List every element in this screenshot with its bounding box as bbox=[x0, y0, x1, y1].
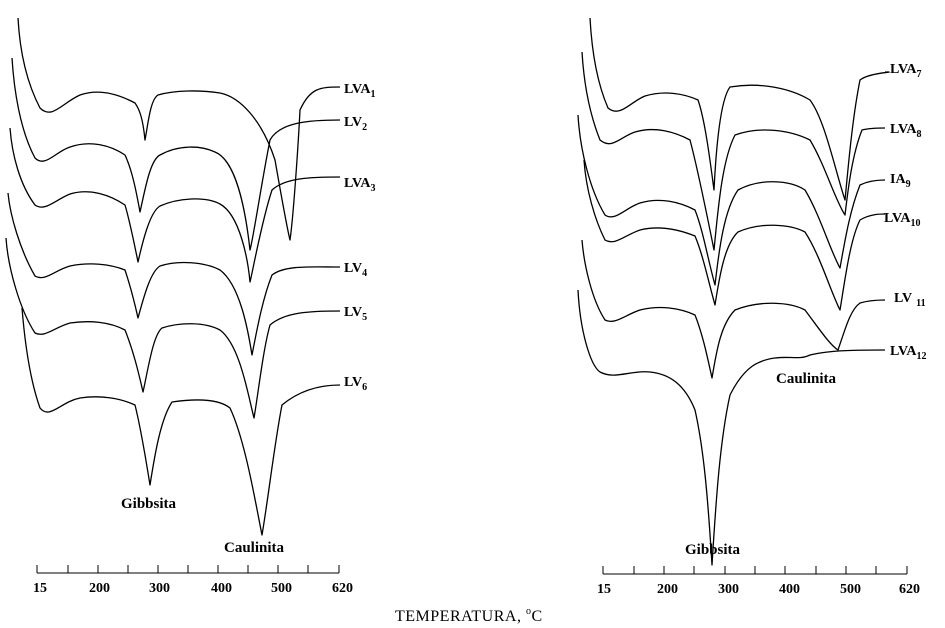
left-thermogram-panel: LVA1 LV2 LVA3 LV4 LV5 LV6 Gibbsita Cauli… bbox=[5, 17, 375, 596]
curve-label-lv6: LV6 bbox=[344, 375, 367, 393]
curve-label-lva8: LVA8 bbox=[890, 122, 921, 140]
curve-lva7 bbox=[589, 17, 890, 201]
left-tick-label-400: 400 bbox=[211, 581, 232, 596]
curve-label-ia9: IA9 bbox=[890, 172, 911, 190]
curve-label-lv5: LV5 bbox=[344, 305, 367, 323]
curve-label-lv4: LV4 bbox=[344, 261, 367, 279]
left-tick-label-500: 500 bbox=[271, 581, 292, 596]
right-tick-label-400: 400 bbox=[779, 582, 800, 597]
left-tick-label-200: 200 bbox=[89, 581, 110, 596]
right-tick-label-620: 620 bbox=[899, 582, 920, 597]
curve-label-lv2: LV2 bbox=[344, 115, 367, 133]
curve-lv4 bbox=[7, 192, 341, 356]
curve-label-lv11: LV 11 bbox=[894, 291, 926, 309]
curve-lv5 bbox=[5, 237, 341, 419]
right-tick-label-500: 500 bbox=[840, 582, 861, 597]
right-tick-label-200: 200 bbox=[657, 582, 678, 597]
right-caulinita-label: Caulinita bbox=[776, 371, 837, 387]
curve-lva3 bbox=[9, 127, 341, 283]
left-tick-label-620: 620 bbox=[332, 581, 353, 596]
curve-lva8 bbox=[581, 51, 886, 251]
curve-lva10 bbox=[583, 159, 886, 311]
curve-label-lva12: LVA12 bbox=[890, 344, 926, 362]
curve-lva1 bbox=[17, 17, 341, 241]
curve-label-lva1: LVA1 bbox=[344, 82, 375, 100]
right-gibbsite-label: Gibbsita bbox=[685, 542, 741, 558]
left-caulinita-label: Caulinita bbox=[224, 540, 285, 556]
curve-lv2 bbox=[11, 57, 341, 251]
curve-label-lva10: LVA10 bbox=[884, 211, 920, 229]
left-tick-label-300: 300 bbox=[149, 581, 170, 596]
curve-lv11 bbox=[581, 239, 886, 379]
right-thermogram-panel: LVA7 LVA8 IA9 LVA10 LV 11 LVA12 Gibbsita … bbox=[577, 17, 926, 597]
x-axis-title: TEMPERATURA, oC bbox=[395, 606, 543, 625]
curve-label-lva3: LVA3 bbox=[344, 176, 375, 194]
right-x-axis: 15 200 300 400 500 620 bbox=[597, 566, 920, 597]
curve-lv6 bbox=[21, 307, 341, 536]
left-tick-label-15: 15 bbox=[33, 581, 47, 596]
curve-lva12 bbox=[577, 289, 886, 566]
curve-label-lva7: LVA7 bbox=[890, 62, 921, 80]
left-x-axis: 15 200 300 400 500 620 bbox=[33, 565, 353, 596]
right-tick-label-300: 300 bbox=[718, 582, 739, 597]
left-gibbsite-label: Gibbsita bbox=[121, 496, 177, 512]
right-tick-label-15: 15 bbox=[597, 582, 611, 597]
curve-ia9 bbox=[577, 114, 886, 286]
